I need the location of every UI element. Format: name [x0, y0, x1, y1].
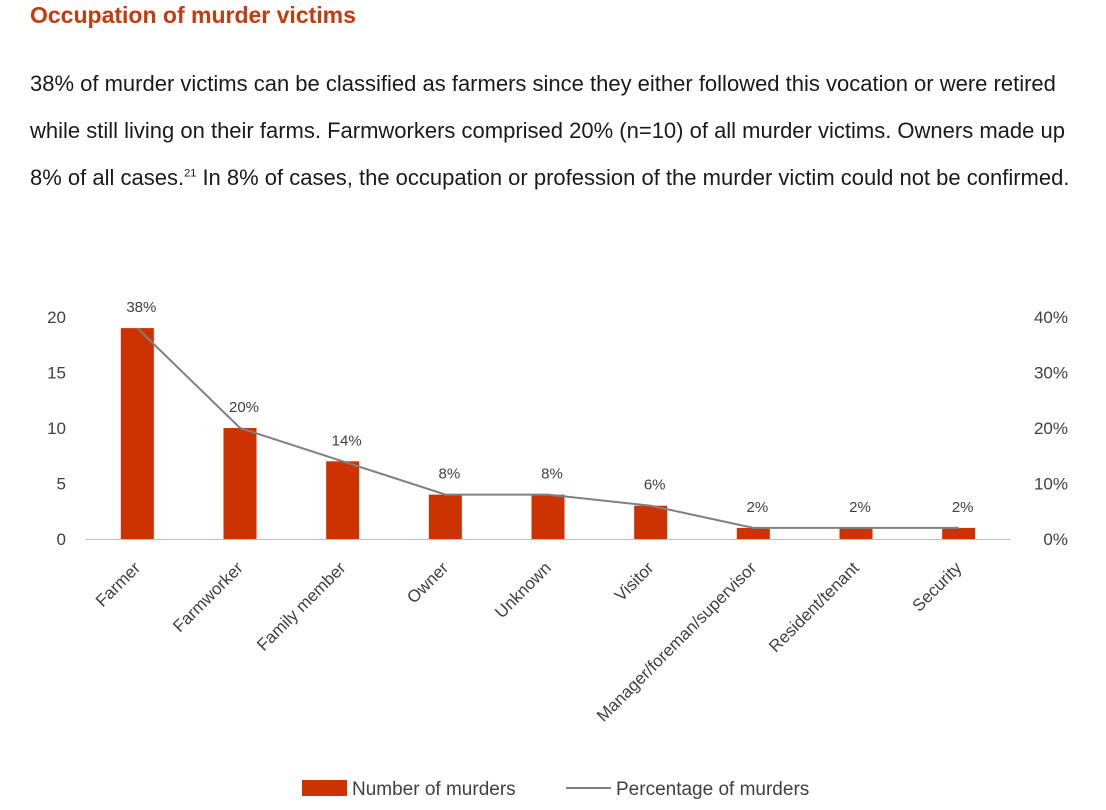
paragraph-text-part2: In 8% of cases, the occupation or profes…: [196, 165, 1070, 190]
left-axis-tick-label: 5: [57, 475, 66, 494]
category-label: Visitor: [611, 558, 658, 605]
chart-heading: Occupation of murder victims: [30, 2, 356, 28]
left-axis-tick-label: 0: [57, 530, 66, 549]
left-axis-tick-label: 15: [47, 364, 66, 383]
category-label: Family member: [253, 558, 349, 654]
left-axis-tick-label: 20: [47, 308, 66, 327]
paragraph-text-part1: 38% of murder victims can be classified …: [30, 71, 1065, 190]
data-label: 14%: [332, 432, 362, 449]
legend-label-bars: Number of murders: [352, 779, 516, 800]
category-label: Farmworker: [169, 558, 247, 636]
bar: [120, 328, 154, 539]
data-label: 38%: [126, 299, 156, 316]
legend-swatch-bars: [302, 780, 347, 796]
bar: [531, 494, 565, 539]
data-label: 6%: [644, 477, 666, 494]
category-label: Owner: [403, 558, 452, 607]
bar: [839, 527, 873, 539]
data-label: 2%: [952, 499, 974, 516]
data-label: 8%: [541, 466, 563, 483]
category-label: Security: [909, 558, 966, 615]
data-label: 20%: [229, 399, 259, 416]
bar: [428, 494, 462, 539]
bar: [223, 428, 257, 539]
right-axis-tick-label: 20%: [1034, 419, 1068, 438]
data-label: 8%: [438, 466, 460, 483]
data-label: 2%: [849, 499, 871, 516]
description-paragraph: 38% of murder victims can be classified …: [30, 60, 1090, 201]
right-axis-tick-label: 40%: [1034, 308, 1068, 327]
bar: [326, 461, 360, 539]
percentage-line: [136, 327, 959, 529]
right-axis-tick-label: 10%: [1034, 475, 1068, 494]
bar: [942, 527, 976, 539]
category-label: Resident/tenant: [765, 558, 863, 656]
data-label: 2%: [746, 499, 768, 516]
right-axis-tick-label: 30%: [1034, 364, 1068, 383]
right-axis-tick-label: 0%: [1043, 530, 1068, 549]
footnote-marker: 21: [184, 167, 197, 180]
category-label: Unknown: [491, 558, 555, 622]
legend-label-line: Percentage of murders: [616, 779, 809, 800]
category-label: Farmer: [92, 558, 144, 610]
bar: [736, 527, 770, 539]
left-axis-tick-label: 10: [47, 419, 66, 438]
bar: [634, 505, 668, 539]
